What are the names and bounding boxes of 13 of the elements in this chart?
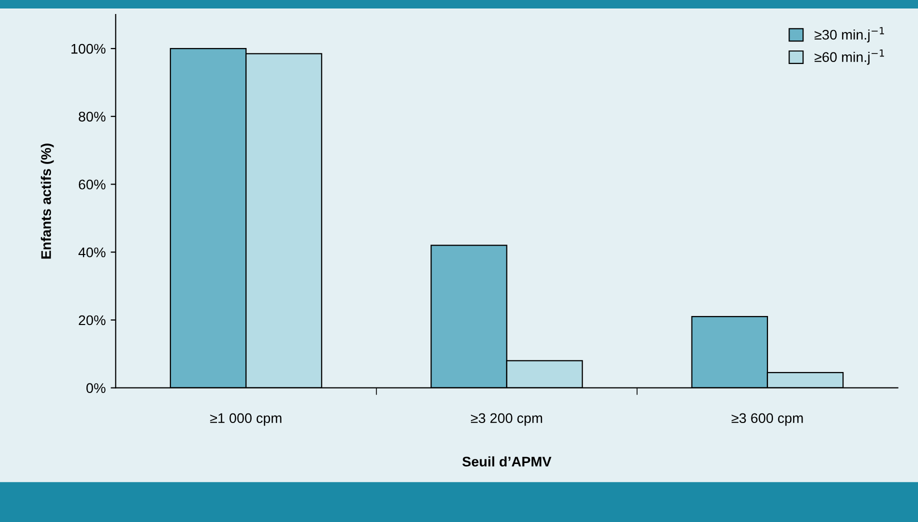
x-tick-label: ≥3 200 cpm [470, 413, 542, 426]
y-tick-label: 100% [71, 44, 106, 54]
legend-label: ≥60 min.j$^{−1}$ [814, 49, 884, 65]
y-tick-label: 0% [86, 383, 106, 394]
x-tick-label: ≥3 600 cpm [732, 413, 803, 426]
y-tick-label: 60% [78, 180, 106, 190]
x-tick-label: ≥1 000 cpm [210, 413, 282, 426]
legend-label: ≥30 min.j$^{−1}$ [814, 27, 884, 42]
y-tick-label: 40% [78, 247, 106, 258]
y-tick-label: 80% [78, 112, 106, 122]
y-tick-label: 20% [78, 315, 106, 326]
y-axis-title: Enfants actifs (%) [40, 144, 54, 259]
x-axis-title: Seuil d’APMV [462, 456, 552, 467]
